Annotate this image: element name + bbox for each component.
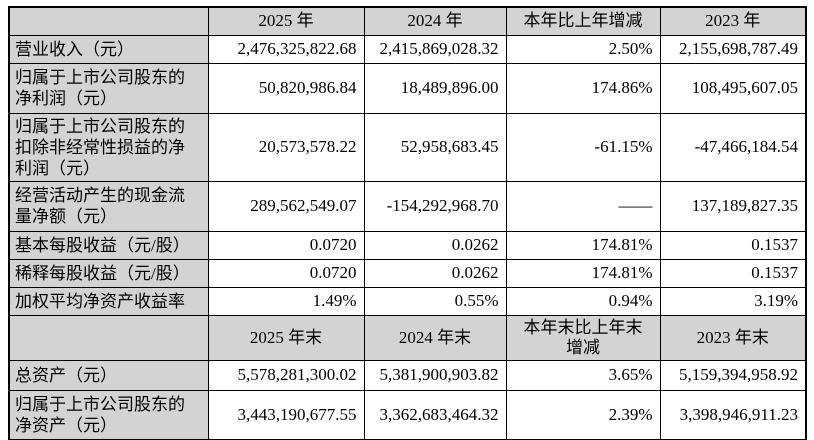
cell-value: 0.0720 [207,258,365,288]
cell-value: 0.0720 [207,230,365,260]
financial-summary-table: 2025 年 2024 年 本年比上年增减 2023 年 营业收入（元） 2,4… [8,6,807,440]
row-label: 稀释每股收益（元/股） [8,258,209,288]
row-operating-cash-flow: 经营活动产生的现金流 量净额（元） 289,562,549.07 -154,29… [8,180,807,232]
cell-value: 3,362,683,464.32 [363,389,507,440]
column-header-2024-yearend: 2024 年末 [363,314,507,361]
row-weighted-avg-roe: 加权平均净资产收益率 1.49% 0.55% 0.94% 3.19% [8,286,807,316]
header-row-annual: 2025 年 2024 年 本年比上年增减 2023 年 [8,6,807,36]
cell-value: 137,189,827.35 [659,180,807,232]
column-header-2025: 2025 年 [207,6,365,36]
cell-value: 0.0262 [363,230,507,260]
cell-value: -61.15% [505,112,661,182]
column-header-yearend-change: 本年末比上年末 增减 [505,314,661,361]
header-row-yearend: 2025 年末 2024 年末 本年末比上年末 增减 2023 年末 [8,314,807,361]
cell-value: 174.86% [505,62,661,114]
row-label: 总资产（元） [8,359,209,391]
cell-value: 20,573,578.22 [207,112,365,182]
row-label: 营业收入（元） [8,34,209,64]
cell-value: 0.1537 [659,230,807,260]
row-net-profit-deducting-non-recurring: 归属于上市公司股东的 扣除非经常性损益的净 利润（元） 20,573,578.2… [8,112,807,182]
row-basic-eps: 基本每股收益（元/股） 0.0720 0.0262 174.81% 0.1537 [8,230,807,260]
header-blank-cell [8,6,209,36]
cell-value: 108,495,607.05 [659,62,807,114]
row-diluted-eps: 稀释每股收益（元/股） 0.0720 0.0262 174.81% 0.1537 [8,258,807,288]
row-label: 归属于上市公司股东的 扣除非经常性损益的净 利润（元） [8,112,209,182]
row-label: 经营活动产生的现金流 量净额（元） [8,180,209,232]
cell-value: 3.19% [659,286,807,316]
cell-value: 5,578,281,300.02 [207,359,365,391]
cell-value: 289,562,549.07 [207,180,365,232]
column-header-2023-yearend: 2023 年末 [659,314,807,361]
cell-value: 52,958,683.45 [363,112,507,182]
cell-value: —— [505,180,661,232]
cell-value: -154,292,968.70 [363,180,507,232]
cell-value: 2.50% [505,34,661,64]
column-header-yoy-change: 本年比上年增减 [505,6,661,36]
cell-value: 5,381,900,903.82 [363,359,507,391]
row-label: 归属于上市公司股东的 净利润（元） [8,62,209,114]
cell-value: 50,820,986.84 [207,62,365,114]
cell-value: 174.81% [505,258,661,288]
cell-value: 0.55% [363,286,507,316]
cell-value: 0.1537 [659,258,807,288]
row-label: 加权平均净资产收益率 [8,286,209,316]
cell-value: 174.81% [505,230,661,260]
row-net-profit-attributable: 归属于上市公司股东的 净利润（元） 50,820,986.84 18,489,8… [8,62,807,114]
header-blank-cell [8,314,209,361]
cell-value: 3.65% [505,359,661,391]
cell-value: 2,415,869,028.32 [363,34,507,64]
row-operating-revenue: 营业收入（元） 2,476,325,822.68 2,415,869,028.3… [8,34,807,64]
column-header-2024: 2024 年 [363,6,507,36]
cell-value: 5,159,394,958.92 [659,359,807,391]
cell-value: 3,443,190,677.55 [207,389,365,440]
row-label: 基本每股收益（元/股） [8,230,209,260]
row-total-assets: 总资产（元） 5,578,281,300.02 5,381,900,903.82… [8,359,807,391]
cell-value: -47,466,184.54 [659,112,807,182]
cell-value: 3,398,946,911.23 [659,389,807,440]
row-net-assets-attributable: 归属于上市公司股东的 净资产（元） 3,443,190,677.55 3,362… [8,389,807,440]
cell-value: 2.39% [505,389,661,440]
column-header-2023: 2023 年 [659,6,807,36]
cell-value: 18,489,896.00 [363,62,507,114]
cell-value: 2,155,698,787.49 [659,34,807,64]
cell-value: 0.0262 [363,258,507,288]
cell-value: 2,476,325,822.68 [207,34,365,64]
column-header-2025-yearend: 2025 年末 [207,314,365,361]
cell-value: 0.94% [505,286,661,316]
cell-value: 1.49% [207,286,365,316]
row-label: 归属于上市公司股东的 净资产（元） [8,389,209,440]
